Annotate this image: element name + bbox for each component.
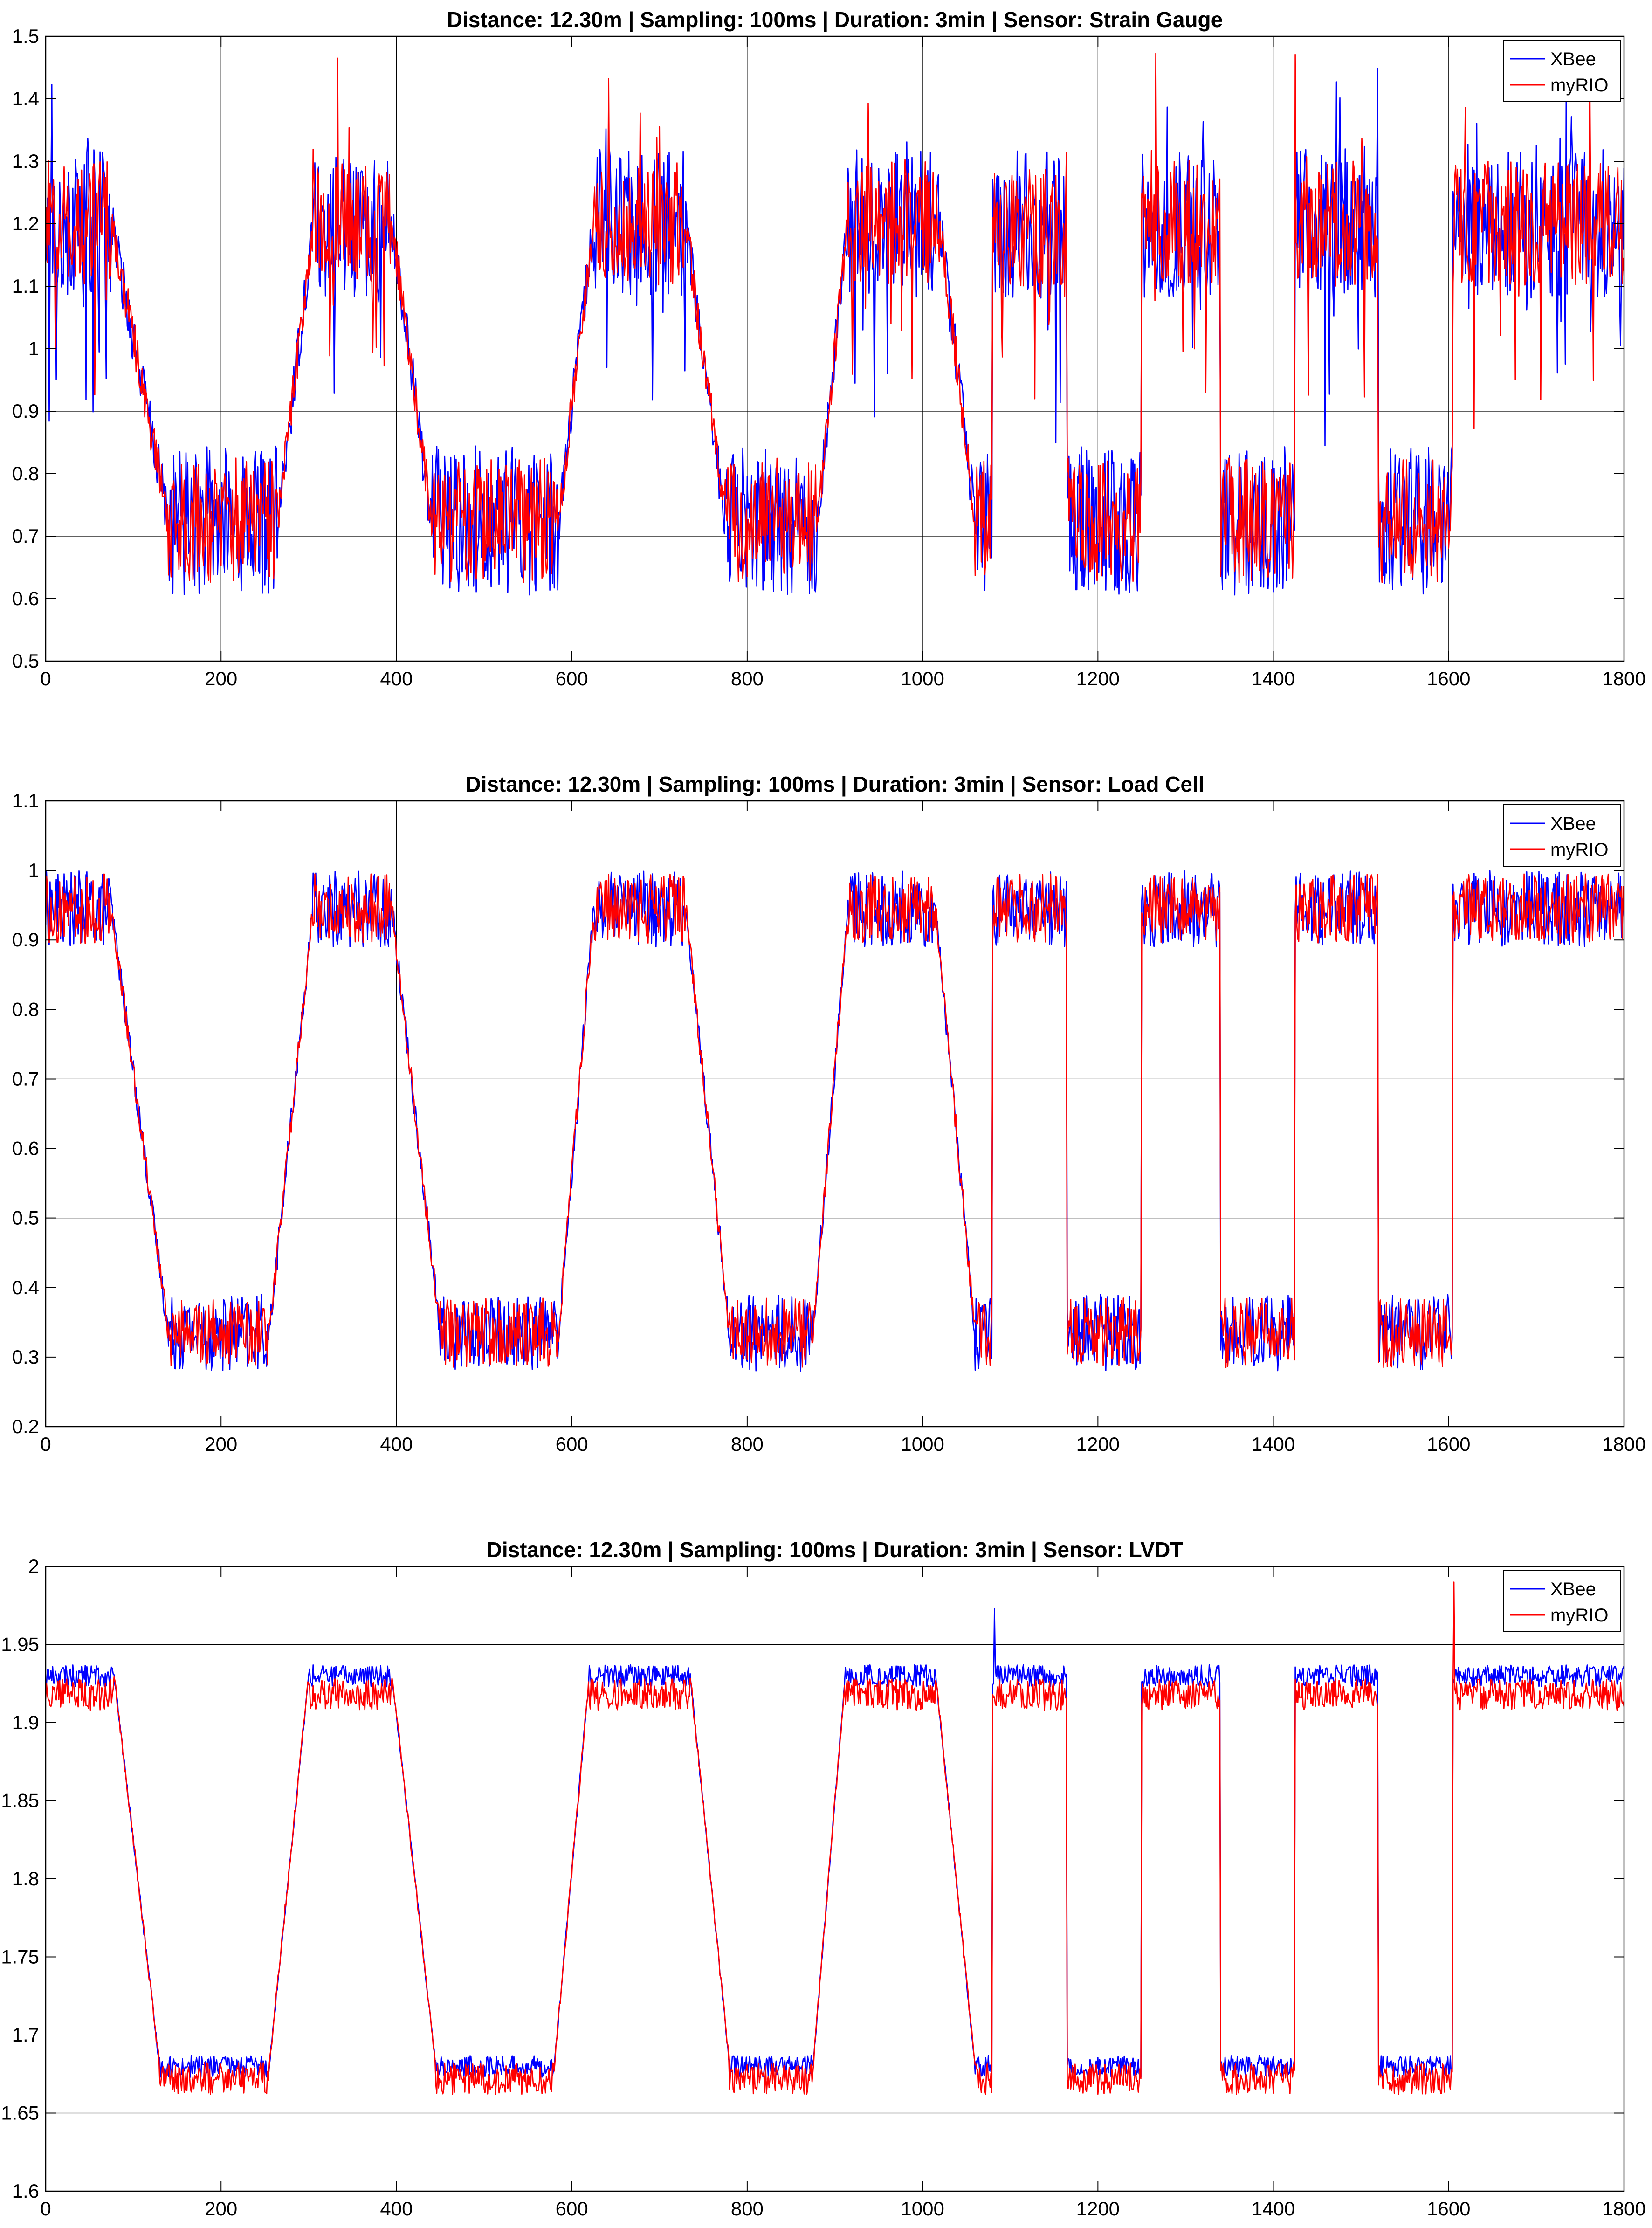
legend-label-xbee: XBee [1550,49,1596,69]
series-line-xbee [46,870,1624,1372]
x-tick-label: 1400 [1252,668,1295,690]
y-tick-label: 0.9 [12,929,39,951]
y-tick-label: 1.2 [12,213,39,235]
legend: XBee myRIO [1503,40,1621,102]
series-group [46,1581,1624,2095]
chart-2: 0 200 400 600 800 1000 1200 1400 1600 1800 0.2 0.3 0… [12,772,1646,1455]
chart-title: Distance: 12.30m | Sampling: 100ms | Dur… [465,772,1204,796]
x-tick-label: 1800 [1602,668,1645,690]
legend-box [1503,804,1621,867]
y-tick-label: 0.5 [12,1207,39,1229]
legend: XBee myRIO [1503,1570,1621,1632]
x-tick-label: 1200 [1076,2198,1120,2220]
chart-3: 0 200 400 600 800 1000 1200 1400 1600 1800 1.6 1.65… [1,1538,1645,2220]
x-tick-label: 1400 [1252,1433,1295,1455]
x-tick-label: 1000 [901,1433,944,1455]
y-tick-label: 1 [28,338,39,359]
y-tick-label: 1.6 [12,2180,39,2202]
x-tick-label: 1600 [1427,1433,1470,1455]
series-line-myrio [46,873,1624,1368]
y-tick-label: 1 [28,859,39,881]
x-tick-label: 1800 [1602,1433,1645,1455]
y-tick-label: 0.8 [12,998,39,1020]
series-line-myrio [46,1581,1624,2095]
y-tick-label: 0.6 [12,587,39,609]
legend-label-myrio: myRIO [1550,1605,1608,1626]
x-tick-label: 600 [556,1433,588,1455]
y-tick-label: 0.3 [12,1346,39,1368]
y-tick-label: 1.1 [12,275,39,297]
y-tick-label: 0.6 [12,1138,39,1159]
series-line-xbee [46,1608,1624,2078]
y-tick-label: 0.7 [12,1068,39,1090]
x-tick-label: 400 [380,668,413,690]
x-tick-label: 1400 [1252,2198,1295,2220]
plot-frame [45,1566,1625,2192]
x-tick-label: 1600 [1427,2198,1470,2220]
y-tick-label: 1.4 [12,88,39,110]
x-tick-label: 600 [556,668,588,690]
series-line-xbee [46,68,1624,596]
x-tick-label: 1600 [1427,668,1470,690]
x-tick-label: 200 [205,668,237,690]
y-tick-label: 0.5 [12,650,39,672]
y-tick-label: 1.75 [1,1946,39,1968]
y-tick-label: 0.9 [12,400,39,422]
series-line-myrio [46,53,1624,584]
chart-title: Distance: 12.30m | Sampling: 100ms | Dur… [487,1538,1184,1562]
x-tick-label: 0 [40,1433,51,1455]
x-tick-label: 1800 [1602,2198,1645,2220]
y-tick-label: 1.95 [1,1634,39,1655]
legend-box [1503,40,1621,102]
y-tick-label: 1.65 [1,2102,39,2124]
x-tick-label: 600 [556,2198,588,2220]
y-tick-label: 0.7 [12,525,39,547]
y-tick-label: 0.8 [12,462,39,484]
y-tick-label: 1.8 [12,1868,39,1890]
legend-box [1503,1570,1621,1632]
y-tick-label: 0.2 [12,1415,39,1437]
x-tick-label: 0 [40,2198,51,2220]
y-tick-label: 2 [28,1555,39,1577]
x-tick-label: 1200 [1076,668,1120,690]
y-tick-label: 0.4 [12,1276,39,1298]
x-tick-label: 400 [380,2198,413,2220]
legend-label-xbee: XBee [1550,814,1596,834]
legend-label-myrio: myRIO [1550,75,1608,96]
y-tick-label: 1.3 [12,150,39,172]
y-tick-label: 1.7 [12,2024,39,2046]
x-tick-label: 800 [731,668,764,690]
x-tick-label: 200 [205,2198,237,2220]
legend: XBee myRIO [1503,804,1621,867]
y-tick-label: 1.1 [12,790,39,812]
y-tick-label: 1.5 [12,25,39,47]
legend-label-xbee: XBee [1550,1579,1596,1600]
x-tick-label: 400 [380,1433,413,1455]
y-tick-label: 1.9 [12,1711,39,1733]
x-tick-label: 800 [731,1433,764,1455]
chart-1: 0 200 400 600 800 1000 1200 1400 1600 1800 0.5 0.6 0… [12,7,1646,690]
legend-label-myrio: myRIO [1550,840,1608,860]
x-tick-label: 1000 [901,2198,944,2220]
chart-title: Distance: 12.30m | Sampling: 100ms | Dur… [447,7,1223,32]
x-tick-label: 1200 [1076,1433,1120,1455]
y-tick-label: 1.85 [1,1790,39,1812]
x-tick-label: 800 [731,2198,764,2220]
x-tick-label: 1000 [901,668,944,690]
x-tick-label: 0 [40,668,51,690]
plot-frame [45,800,1625,1428]
series-group [46,870,1624,1372]
series-group [46,53,1624,596]
x-tick-label: 200 [205,1433,237,1455]
